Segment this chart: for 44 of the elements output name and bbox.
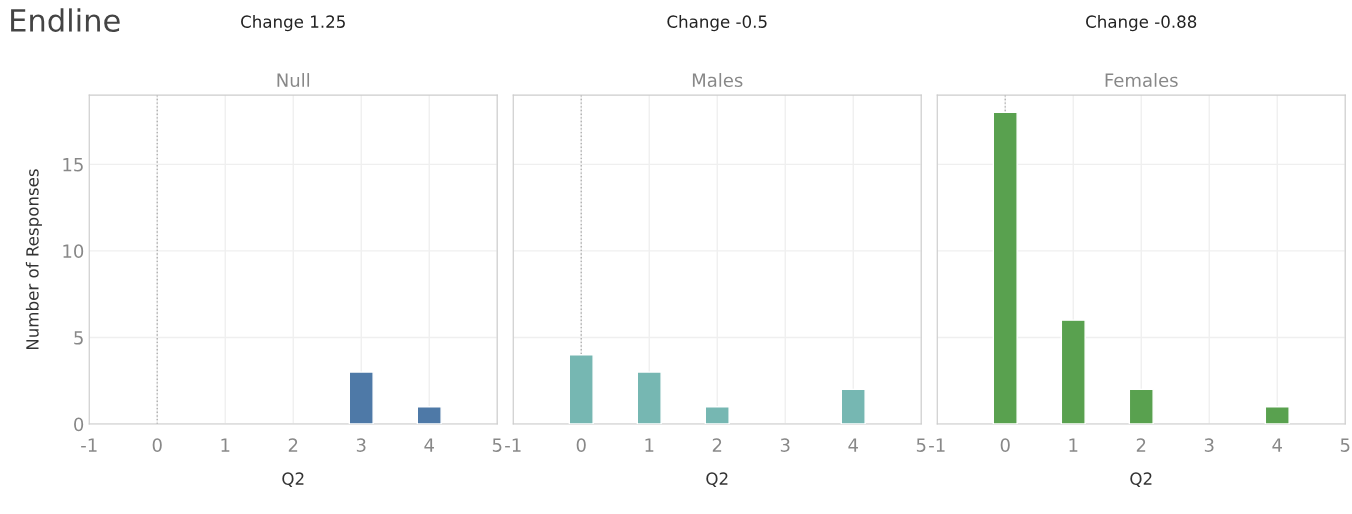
x-tick-label: 0 <box>576 438 586 452</box>
x-tick-label: 4 <box>1272 438 1282 452</box>
x-tick-label: -1 <box>81 438 97 452</box>
x-tick-label: 1 <box>221 438 230 452</box>
x-tick-label: 3 <box>780 438 790 452</box>
y-tick-label: 0 <box>74 417 84 432</box>
x-tick-label: -1 <box>929 438 945 452</box>
x-tick-label: 2 <box>712 438 722 452</box>
x-tick-label: 2 <box>288 438 298 452</box>
y-tick-label: 15 <box>63 158 83 172</box>
bar <box>1128 388 1154 425</box>
bar <box>568 354 594 425</box>
y-axis-title: Number of Responses <box>25 169 42 350</box>
x-tick-label: 4 <box>848 438 858 452</box>
chart-title: Females <box>1105 73 1178 88</box>
x-tick-label: 5 <box>1340 438 1350 452</box>
x-tick-label: 2 <box>1136 438 1146 452</box>
bar <box>704 406 730 425</box>
x-tick-label: 4 <box>424 438 434 452</box>
x-tick-label: 5 <box>492 438 502 452</box>
x-tick-label: 3 <box>1204 438 1214 452</box>
text: Endline <box>11 8 120 32</box>
chart-subtitle: Change -0.88 <box>1086 15 1197 32</box>
bar <box>840 388 866 425</box>
bar <box>1060 319 1086 425</box>
x-tick-label: 3 <box>356 438 366 452</box>
bar <box>992 111 1018 425</box>
x-axis-title: Q2 <box>282 472 304 487</box>
bar <box>1264 406 1290 425</box>
bar <box>636 371 662 425</box>
x-axis-title: Q2 <box>1130 472 1152 487</box>
chart-subtitle: Change 1.25 <box>241 15 345 32</box>
chart-title: Null <box>277 73 310 88</box>
x-tick-label: 1 <box>645 438 654 452</box>
x-axis-title: Q2 <box>706 472 728 487</box>
x-tick-label: 0 <box>1000 438 1010 452</box>
x-tick-label: 5 <box>916 438 926 452</box>
x-tick-label: 1 <box>1069 438 1078 452</box>
x-tick-label: 0 <box>152 438 162 452</box>
chart-subtitle: Change -0.5 <box>667 15 767 32</box>
chart-title: Males <box>692 73 743 88</box>
y-tick-label: 5 <box>74 331 83 345</box>
y-tick-label: 10 <box>63 244 84 259</box>
x-tick-label: -1 <box>505 438 521 452</box>
